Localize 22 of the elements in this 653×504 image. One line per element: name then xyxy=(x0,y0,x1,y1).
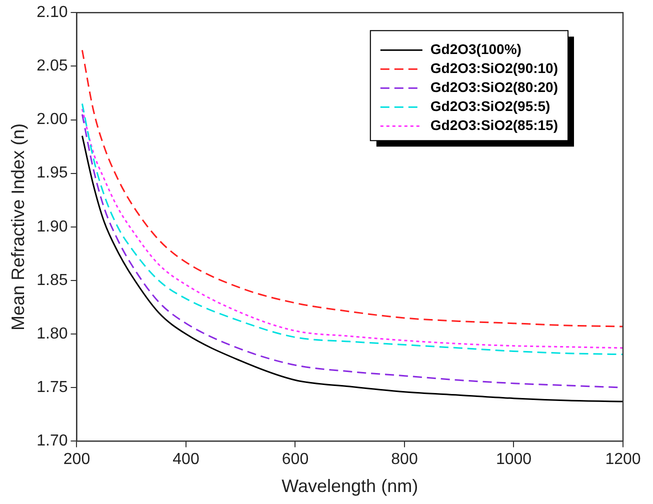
y-tick-label: 1.90 xyxy=(36,218,68,236)
x-tick-label: 1000 xyxy=(496,451,532,468)
y-tick-label: 2.10 xyxy=(36,4,68,22)
legend-label: Gd2O3:SiO2(95:5) xyxy=(430,98,550,114)
x-tick-label: 800 xyxy=(391,451,418,468)
legend-label: Gd2O3:SiO2(90:10) xyxy=(430,60,558,76)
legend-label: Gd2O3:SiO2(85:15) xyxy=(430,116,558,133)
legend-label: Gd2O3(100%) xyxy=(430,40,522,57)
x-tick-label: 400 xyxy=(172,451,200,468)
y-tick-label: 2.00 xyxy=(36,111,68,128)
y-tick-label: 1.75 xyxy=(36,379,68,396)
x-axis-title: Wavelength (nm) xyxy=(282,476,418,496)
x-tick-label: 200 xyxy=(63,451,90,468)
y-tick-label: 1.85 xyxy=(36,272,68,289)
y-tick-label: 1.70 xyxy=(36,432,68,450)
x-tick-label: 600 xyxy=(282,451,309,468)
x-tick-label: 1200 xyxy=(605,451,641,468)
y-tick-label: 1.95 xyxy=(36,164,68,182)
legend-label: Gd2O3:SiO2(80:20) xyxy=(430,78,558,95)
y-axis-title: Mean Refractive Index (n) xyxy=(8,123,28,330)
y-tick-label: 2.05 xyxy=(36,58,68,75)
y-tick-label: 1.80 xyxy=(36,325,68,342)
